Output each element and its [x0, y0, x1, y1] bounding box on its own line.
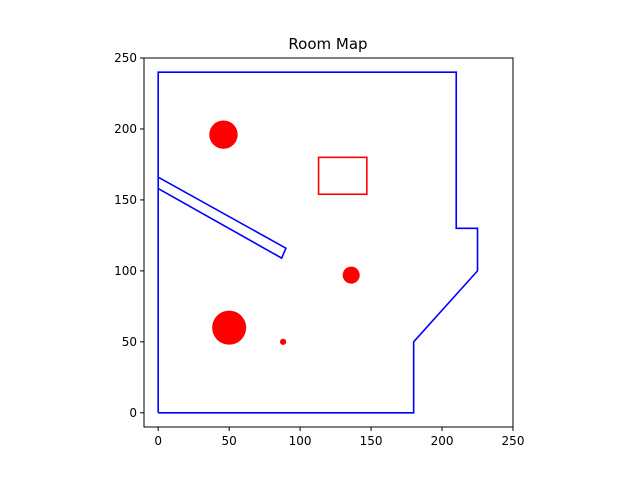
- x-tick-label: 200: [431, 434, 454, 448]
- x-tick-label: 0: [154, 434, 162, 448]
- x-tick-label: 150: [360, 434, 383, 448]
- y-axis: 0 50 100 150 200 250: [114, 51, 144, 420]
- obstacle-circle-4: [279, 338, 287, 345]
- obstacle-circle-2: [212, 310, 247, 345]
- outer-wall: [157, 71, 479, 414]
- y-tick-label: 50: [122, 335, 137, 349]
- y-tick-label: 250: [114, 51, 137, 65]
- x-tick-label: 250: [502, 434, 525, 448]
- axes-frame: [143, 57, 514, 428]
- plot-area: [157, 71, 479, 414]
- x-axis: 0 50 100 150 200 250: [154, 427, 524, 448]
- y-tick-label: 100: [114, 264, 137, 278]
- obstacle-rect-1: [317, 156, 368, 196]
- x-tick-label: 50: [222, 434, 237, 448]
- diagonal-wall: [157, 176, 287, 260]
- chart-title: Room Map: [288, 35, 367, 53]
- obstacle-circle-3: [342, 266, 360, 284]
- y-tick-label: 200: [114, 122, 137, 136]
- x-tick-label: 100: [289, 434, 312, 448]
- obstacle-circle-1: [209, 120, 238, 149]
- y-tick-label: 0: [129, 406, 137, 420]
- y-tick-label: 150: [114, 193, 137, 207]
